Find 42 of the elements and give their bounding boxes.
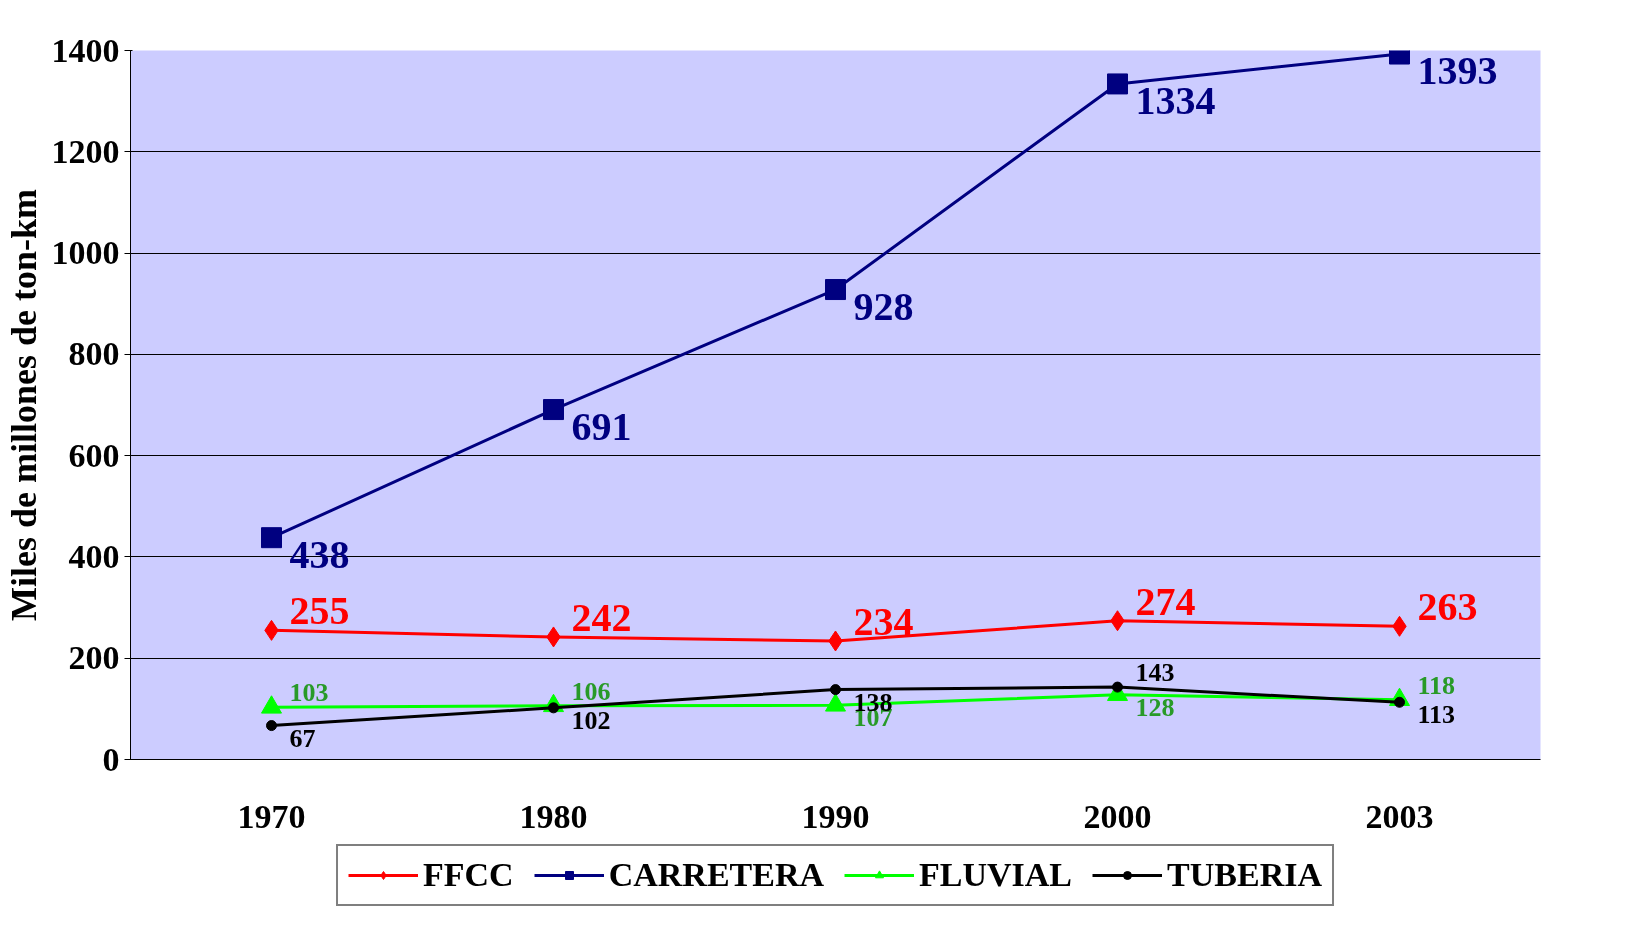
point: [1107, 73, 1128, 95]
data-label: 255: [289, 588, 350, 634]
y-tick-label: 400: [68, 537, 120, 575]
point: [1112, 681, 1123, 693]
data-label: 274: [1135, 578, 1196, 624]
point: [261, 527, 282, 549]
point: [543, 399, 564, 421]
y-axis-title: Miles de millones de ton-km: [3, 189, 44, 621]
data-label: 234: [853, 599, 914, 644]
data-label: 113: [1417, 700, 1456, 730]
y-tick-label: 200: [68, 639, 120, 677]
data-label: 106: [571, 676, 611, 706]
x-tick-label: 2003: [1365, 797, 1434, 835]
legend-label: CARRETERA: [608, 856, 825, 894]
x-tick-label: 2000: [1083, 797, 1152, 835]
x-tick-label: 1970: [237, 797, 306, 835]
y-tick-label: 600: [68, 436, 120, 474]
x-tick-label: 1980: [519, 797, 588, 835]
data-label: 128: [1135, 692, 1175, 722]
data-label: 1393: [1417, 48, 1498, 94]
y-tick-label: 0: [102, 740, 120, 778]
data-label: 1334: [1135, 77, 1216, 123]
data-label: 103: [289, 678, 329, 708]
y-tick-label: 1200: [51, 132, 120, 170]
data-label: 67: [289, 723, 316, 753]
legend-label: TUBERIA: [1167, 856, 1322, 894]
data-label: 102: [571, 705, 611, 735]
x-tick-label: 1990: [801, 797, 870, 835]
y-tick-label: 1400: [51, 31, 120, 69]
point: [266, 720, 277, 732]
y-tick-label: 1000: [51, 234, 120, 272]
data-label: 118: [1417, 670, 1456, 700]
data-label: 143: [1135, 658, 1175, 688]
data-label: 263: [1417, 584, 1478, 630]
data-label: 242: [571, 594, 632, 640]
data-label: 928: [853, 283, 914, 329]
data-label: 691: [571, 403, 632, 449]
point: [830, 684, 841, 696]
legend-label: FLUVIAL: [919, 856, 1073, 894]
y-tick-label: 800: [68, 335, 120, 373]
point: [825, 279, 846, 301]
legend-label: FFCC: [423, 856, 514, 894]
